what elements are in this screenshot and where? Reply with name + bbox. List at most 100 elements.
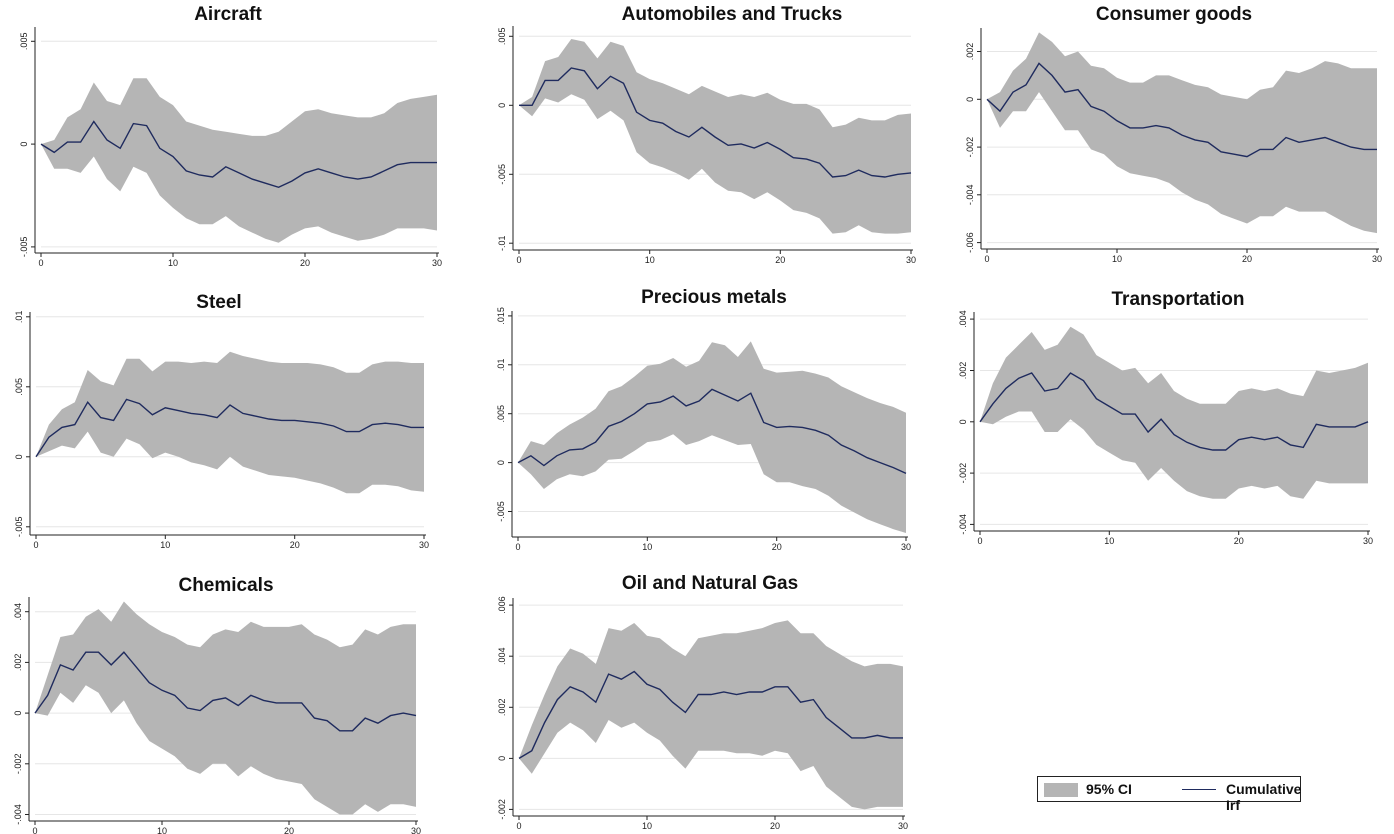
chart-title-consumer-goods: Consumer goods — [1095, 4, 1253, 25]
irf-line — [517, 388, 907, 475]
x-tick-label: 10 — [1112, 254, 1122, 264]
x-tick-label: 0 — [516, 255, 521, 265]
y-tick-label: 0 — [958, 419, 968, 424]
x-tick-label: 20 — [775, 255, 785, 265]
chart-panel-aircraft: -.005 0 .005 0 10 20 30 Aircraft — [0, 0, 460, 275]
y-tick-label: -.004 — [965, 185, 975, 206]
y-tick-label: -.01 — [497, 235, 507, 251]
legend-ci-swatch — [1044, 783, 1078, 797]
x-tick-label: 10 — [1104, 536, 1114, 546]
y-tick-label: .005 — [496, 405, 506, 423]
chart-panel-transportation: -.004 -.002 0 .002 .004 0 10 20 30 Transportatio… — [940, 285, 1394, 555]
chart-panel-chemicals: -.004 -.002 0 .002 .004 0 10 20 30 Chemicals — [0, 570, 460, 834]
y-tick-label: .002 — [497, 699, 507, 717]
y-tick-label: 0 — [965, 97, 975, 102]
x-tick-label: 30 — [1372, 254, 1382, 264]
x-tick-label: 20 — [284, 826, 294, 834]
y-tick-label: .005 — [19, 33, 29, 51]
y-tick-label: .004 — [13, 603, 23, 621]
y-tick-label: .015 — [496, 307, 506, 325]
chart-plot-automobiles-and-trucks: -.01 -.005 0 .005 0 10 20 30 — [497, 26, 916, 265]
x-tick-label: 30 — [906, 255, 916, 265]
y-tick-label: -.005 — [19, 237, 29, 258]
chart-plot-consumer-goods: -.006 -.004 -.002 0 .002 0 10 20 30 — [965, 28, 1382, 264]
chart-panel-automobiles-and-trucks: -.01 -.005 0 .005 0 10 20 30 Automobiles and Tr… — [470, 0, 930, 275]
y-tick-label: -.004 — [13, 804, 23, 825]
y-tick-label: 0 — [19, 142, 29, 147]
irf-line — [986, 62, 1377, 158]
x-tick-label: 10 — [168, 258, 178, 268]
y-tick-label: .002 — [13, 654, 23, 672]
x-tick-label: 30 — [1363, 536, 1373, 546]
chart-title-precious-metals: Precious metals — [641, 287, 787, 308]
irf-line — [518, 670, 903, 759]
y-tick-label: -.002 — [965, 137, 975, 158]
y-tick-label: 0 — [13, 711, 23, 716]
irf-line — [40, 120, 437, 189]
y-tick-label: 0 — [497, 756, 507, 761]
y-tick-label: -.002 — [13, 754, 23, 775]
chart-plot-transportation: -.004 -.002 0 .002 .004 0 10 20 30 — [958, 310, 1373, 546]
chart-title-aircraft: Aircraft — [194, 4, 262, 25]
irf-line — [519, 67, 912, 178]
x-tick-label: 30 — [901, 542, 911, 552]
y-tick-label: 0 — [497, 103, 507, 108]
x-tick-label: 10 — [642, 821, 652, 831]
irf-line — [34, 651, 417, 732]
x-tick-label: 10 — [160, 540, 170, 550]
ci-band — [41, 78, 437, 243]
x-tick-label: 10 — [642, 542, 652, 552]
legend-irf-label: Cumulative Irf — [1226, 781, 1302, 813]
x-tick-label: 0 — [515, 542, 520, 552]
chart-panel-consumer-goods: -.006 -.004 -.002 0 .002 0 10 20 30 Consumer goo… — [940, 0, 1394, 275]
x-tick-label: 10 — [645, 255, 655, 265]
x-tick-label: 30 — [898, 821, 908, 831]
ci-band — [987, 32, 1377, 234]
y-tick-label: -.005 — [14, 517, 24, 538]
ci-band — [518, 341, 906, 533]
y-tick-label: -.005 — [497, 164, 507, 185]
ci-band — [36, 351, 424, 494]
y-tick-label: -.005 — [496, 501, 506, 522]
x-tick-label: 20 — [770, 821, 780, 831]
legend-irf-line — [1182, 789, 1216, 790]
chart-title-chemicals: Chemicals — [178, 575, 274, 596]
x-tick-label: 20 — [1234, 536, 1244, 546]
y-tick-label: -.004 — [958, 514, 968, 535]
y-tick-label: .004 — [497, 647, 507, 665]
y-tick-label: .002 — [965, 43, 975, 61]
y-tick-label: .005 — [14, 378, 24, 396]
x-tick-label: 0 — [33, 540, 38, 550]
chart-panel-precious-metals: -.005 0 .005 .01 .015 0 10 20 30 Precious metals — [470, 285, 930, 555]
x-tick-label: 20 — [772, 542, 782, 552]
chart-plot-aircraft: -.005 0 .005 0 10 20 30 — [19, 27, 442, 268]
chart-title-automobiles-and-trucks: Automobiles and Trucks — [621, 4, 843, 25]
ci-band — [980, 326, 1368, 499]
chart-panel-oil-and-natural-gas: -.002 0 .002 .004 .006 0 10 20 30 Oil and Natura… — [470, 570, 930, 834]
x-tick-label: 30 — [411, 826, 421, 834]
y-tick-label: -.006 — [965, 232, 975, 253]
ci-band — [519, 620, 903, 810]
chart-title-oil-and-natural-gas: Oil and Natural Gas — [621, 573, 799, 594]
chart-title-steel: Steel — [196, 292, 242, 313]
x-tick-label: 20 — [300, 258, 310, 268]
legend-ci-label: 95% CI — [1086, 781, 1132, 797]
x-tick-label: 0 — [516, 821, 521, 831]
x-tick-label: 0 — [984, 254, 989, 264]
y-tick-label: .002 — [958, 362, 968, 380]
x-tick-label: 0 — [32, 826, 37, 834]
y-tick-label: 0 — [14, 454, 24, 459]
y-tick-label: -.002 — [958, 463, 968, 484]
x-tick-label: 30 — [419, 540, 429, 550]
chart-panel-steel: -.005 0 .005 .01 0 10 20 30 Steel — [0, 285, 460, 555]
x-tick-label: 30 — [432, 258, 442, 268]
chart-legend: 95% CI Cumulative Irf — [1037, 776, 1301, 813]
y-tick-label: 0 — [496, 460, 506, 465]
y-tick-label: .006 — [497, 596, 507, 614]
chart-plot-precious-metals: -.005 0 .005 .01 .015 0 10 20 30 — [496, 307, 911, 552]
irf-line — [979, 372, 1369, 451]
y-tick-label: .01 — [14, 311, 24, 324]
irf-line — [35, 398, 424, 458]
y-tick-label: .005 — [497, 28, 507, 46]
y-tick-label: .004 — [958, 310, 968, 328]
